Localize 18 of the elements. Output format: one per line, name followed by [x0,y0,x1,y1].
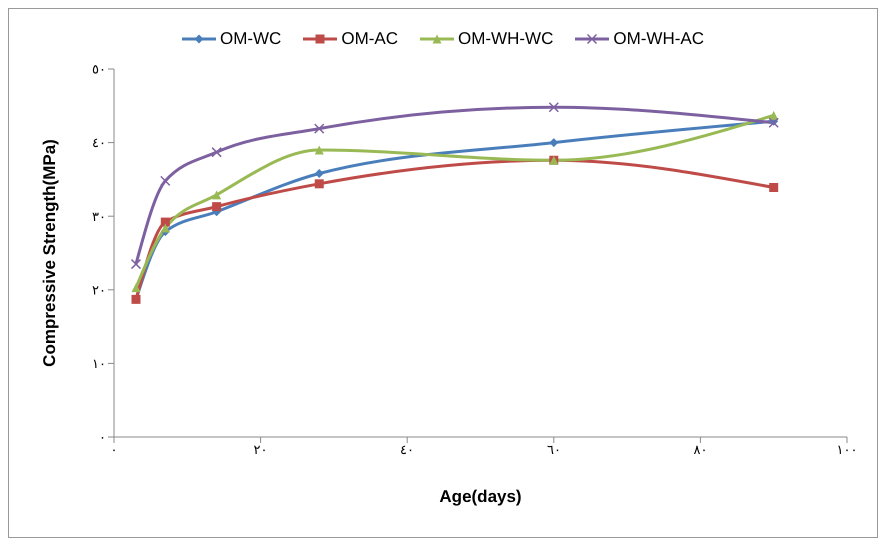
x-tick-label: ٦٠ [546,442,561,458]
x-tick-label: ٠ [110,442,118,458]
y-tick-label: ٤٠ [92,135,106,150]
x-axis-title: Age(days) [439,487,522,506]
y-axis-title: Compressive Strength(MPa) [40,139,60,367]
x-tick-label: ٨٠ [693,442,708,458]
y-tick-label: ٠ [99,430,106,445]
x-tick-label: ٢٠ [254,442,268,458]
legend-label: OM-WH-WC [458,29,554,49]
y-tick-label: ١٠ [92,356,106,372]
y-tick-label: ٣٠ [92,208,106,224]
y-tick-label: ٢٠ [92,282,106,298]
y-tick-label: ٥٠ [92,62,106,77]
legend-label: OM-WH-AC [613,29,704,49]
legend-label: OM-WC [220,29,282,49]
x-tick-label: ٤٠ [400,442,414,458]
x-tick-label: ١٠٠ [836,442,858,458]
legend-label: OM-AC [341,29,398,49]
